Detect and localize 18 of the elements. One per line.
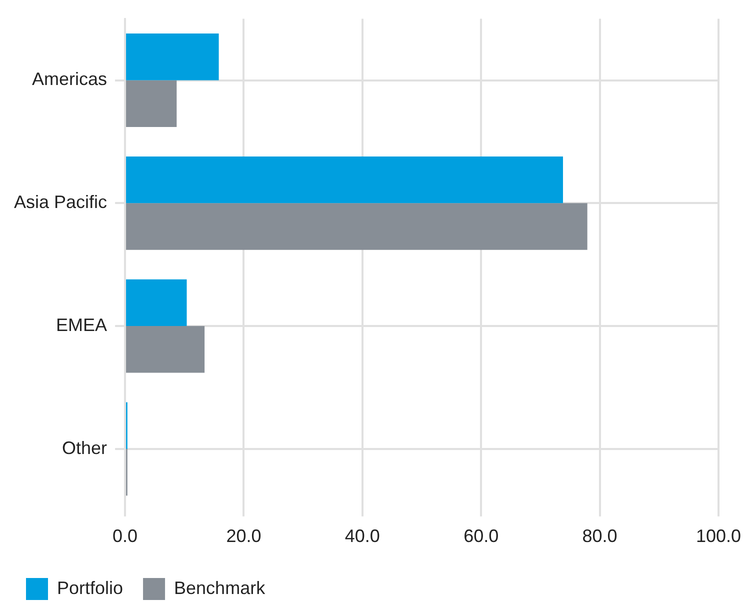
x-tick-label: 60.0	[464, 526, 499, 546]
legend-label: Portfolio	[57, 578, 124, 598]
bar	[126, 326, 205, 373]
x-tick-label: 40.0	[344, 526, 380, 546]
bar	[126, 279, 187, 326]
x-tick-label: 100.0	[696, 526, 741, 546]
y-tick-label: EMEA	[56, 315, 108, 336]
bar	[126, 156, 563, 204]
bar	[126, 34, 219, 80]
y-tick-label: Americas	[32, 69, 108, 90]
bar	[126, 80, 177, 127]
legend-label: Benchmark	[174, 578, 266, 598]
bar	[126, 203, 588, 250]
x-tick-label: 0.0	[112, 526, 138, 546]
x-tick-label: 20.0	[226, 526, 262, 546]
x-tick-label: 80.0	[582, 526, 618, 546]
y-tick-label: Other	[62, 438, 108, 458]
y-tick-label: Asia Pacific	[14, 192, 108, 212]
